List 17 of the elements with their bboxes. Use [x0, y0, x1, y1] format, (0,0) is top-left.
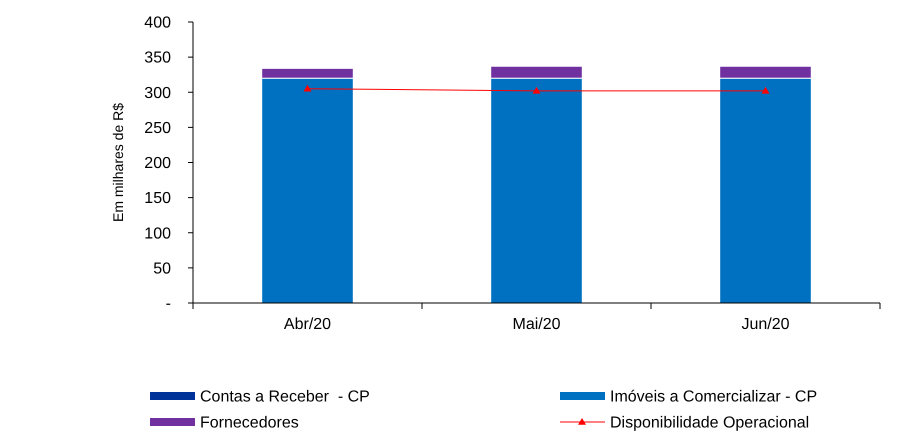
- x-tick-label: Jun/20: [741, 316, 790, 333]
- y-tick-label: 350: [144, 50, 172, 67]
- legend-label: Contas a Receber - CP: [200, 388, 370, 406]
- legend-label: Imóveis a Comercializar - CP: [610, 388, 818, 406]
- y-tick-label: -: [166, 296, 171, 313]
- y-axis-title: Em milhares de R$: [110, 102, 126, 222]
- y-tick-label: 250: [144, 120, 172, 137]
- y-tick-label: 200: [144, 155, 172, 172]
- x-tick-label: Mai/20: [512, 316, 561, 333]
- y-tick-label: 150: [144, 190, 172, 208]
- legend-label: Disponibilidade Operacional: [610, 414, 810, 432]
- y-tick-label: 50: [153, 260, 172, 278]
- y-tick-label: 300: [144, 84, 172, 102]
- legend-label: Fornecedores: [200, 414, 299, 432]
- y-tick-label: 400: [144, 14, 172, 32]
- y-tick-label: 100: [144, 225, 172, 242]
- x-tick-label: Abr/20: [284, 316, 332, 333]
